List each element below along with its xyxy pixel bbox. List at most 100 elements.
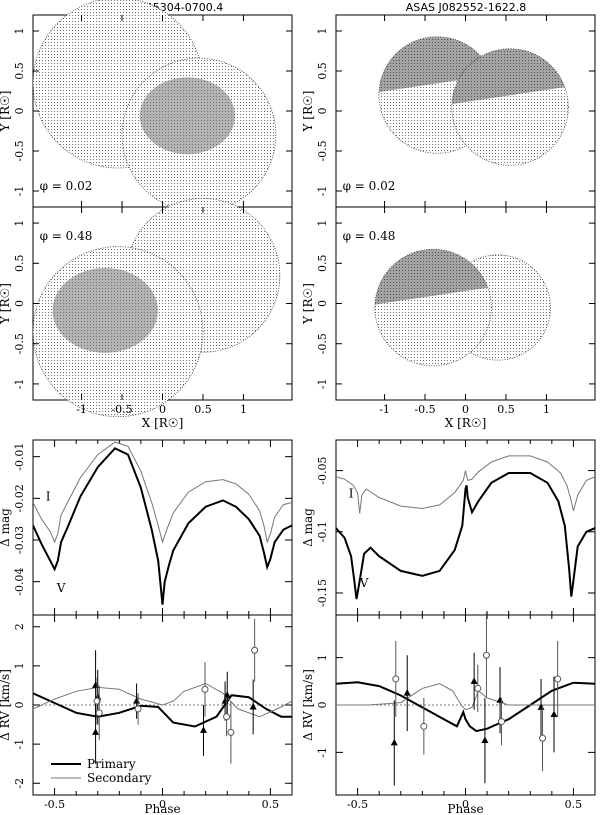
primary-point [470,677,478,684]
x-tick-label: -1 [76,403,87,416]
y-tick-label: -0.5 [13,333,26,354]
secondary-point [251,646,259,654]
x-tick-label: 0 [462,403,469,416]
y-tick-label: -1 [13,379,26,390]
series-line-primary [336,681,595,733]
star-limb [125,198,281,353]
x-tick-label: 1 [240,403,247,416]
y-tick-label: -1 [13,186,26,197]
series-line-v [336,472,595,600]
star-spot [451,48,569,105]
x-tick-label: 1 [543,403,550,416]
y-axis-label: Δ mag [0,508,12,547]
series-line-secondary [336,683,595,711]
x-axis-label: X [R☉] [142,416,184,430]
star-body [122,58,276,212]
series-label-i: I [46,489,51,503]
star-body [33,246,203,417]
y-tick-label: 2 [13,623,26,630]
x-tick-label: 0 [159,798,166,811]
x-axis-label: X [R☉] [445,416,487,430]
x-tick-label: 0 [159,403,166,416]
y-axis-label: Y [R☉] [301,283,315,325]
y-tick-label: 0 [13,300,26,307]
series-line-i [336,455,595,514]
star-spot [52,267,158,353]
secondary-point [474,684,482,692]
legend-label: Primary [87,757,136,771]
star-panel: φ = 0.02 1 0.5 0 -0.5 -1 Y [R☉] [301,14,596,208]
y-tick-label: 1 [316,28,329,35]
y-tick-label: 1 [13,662,26,669]
secondary-point [201,685,209,693]
star-spot [374,249,492,305]
x-tick-label: -1 [379,403,390,416]
y-tick-label: 0.5 [316,62,329,80]
secondary-point [420,722,428,730]
secondary-point [392,675,400,683]
primary-point [200,726,208,733]
series-line-secondary [33,682,292,718]
light-curve-panel: -0.01 -0.02 -0.03 -0.04 Δ mag I V [0,439,293,616]
series-line-v [33,447,292,605]
secondary-point [539,734,547,742]
star-dots [451,48,569,166]
phase-label: φ = 0.02 [343,179,396,193]
y-tick-label: -0.01 [13,443,26,471]
x-tick-label: -0.5 [111,403,132,416]
secondary-point [134,705,142,713]
y-tick-label: 1 [316,654,329,661]
x-tick-label: 0.5 [194,403,212,416]
y-tick-label: -0.15 [316,579,329,607]
secondary-point [498,718,506,726]
y-tick-label: -0.1 [316,521,329,542]
y-tick-label: -0.03 [13,526,26,554]
star-limb [374,248,492,367]
y-tick-label: -1 [316,747,329,758]
secondary-point [223,713,231,721]
y-tick-label: 1 [316,220,329,227]
secondary-point [93,697,101,705]
star-limb [32,246,204,418]
primary-point [390,738,398,746]
star-body [374,249,492,366]
primary-point [550,710,558,717]
y-tick-label: -1 [316,379,329,390]
y-tick-label: 0 [13,702,26,709]
star-dots [374,249,492,366]
x-axis-label: Phase [144,802,180,815]
y-tick-label: 1 [13,220,26,227]
y-tick-label: 0.5 [316,255,329,273]
primary-point [223,691,231,698]
star-panel: φ = 0.48 1 0.5 0 -0.5 -1 -1 -0.5 0 0.5 1 Y [R☉] X [R… [301,206,596,430]
y-tick-label: -0.5 [316,333,329,354]
title-right: ASAS J082552-1622.8 [406,1,526,14]
phase-label: φ = 0.02 [40,179,93,193]
primary-point [249,702,257,710]
star-panel: φ = 0.02 1 0.5 0 -0.5 -1 Y [R☉] [0,0,293,213]
secondary-point [554,675,562,683]
series-line-i [33,441,292,544]
y-axis-label: Δ mag [301,508,315,547]
phase-label: φ = 0.48 [343,229,396,243]
star-limb [451,48,569,166]
secondary-point [227,728,235,736]
primary-point [481,736,489,744]
x-tick-label: 0 [462,798,469,811]
primary-point [403,689,411,696]
star-spot [139,77,236,155]
rv-panel: 2 1 0 -1 -2 -0.5 0 0.5 Δ RV [km/s] Phase PrimarySe… [0,614,293,815]
x-tick-label: 0.5 [565,798,583,811]
y-axis-label: Δ RV [km/s] [0,669,12,741]
x-tick-label: -0.5 [414,403,435,416]
y-tick-label: -0.05 [316,456,329,484]
star-panel: φ = 0.48 1 0.5 0 -0.5 -1 -1 -0.5 0 0.5 1 Y [R☉] X [R… [0,198,293,430]
primary-point [92,728,100,735]
series-label-i: I [349,487,354,501]
star-body [451,48,569,166]
y-tick-label: -0.5 [13,140,26,161]
y-tick-label: 1 [13,28,26,35]
phase-label: φ = 0.48 [40,229,93,243]
x-tick-label: 0.5 [497,403,515,416]
